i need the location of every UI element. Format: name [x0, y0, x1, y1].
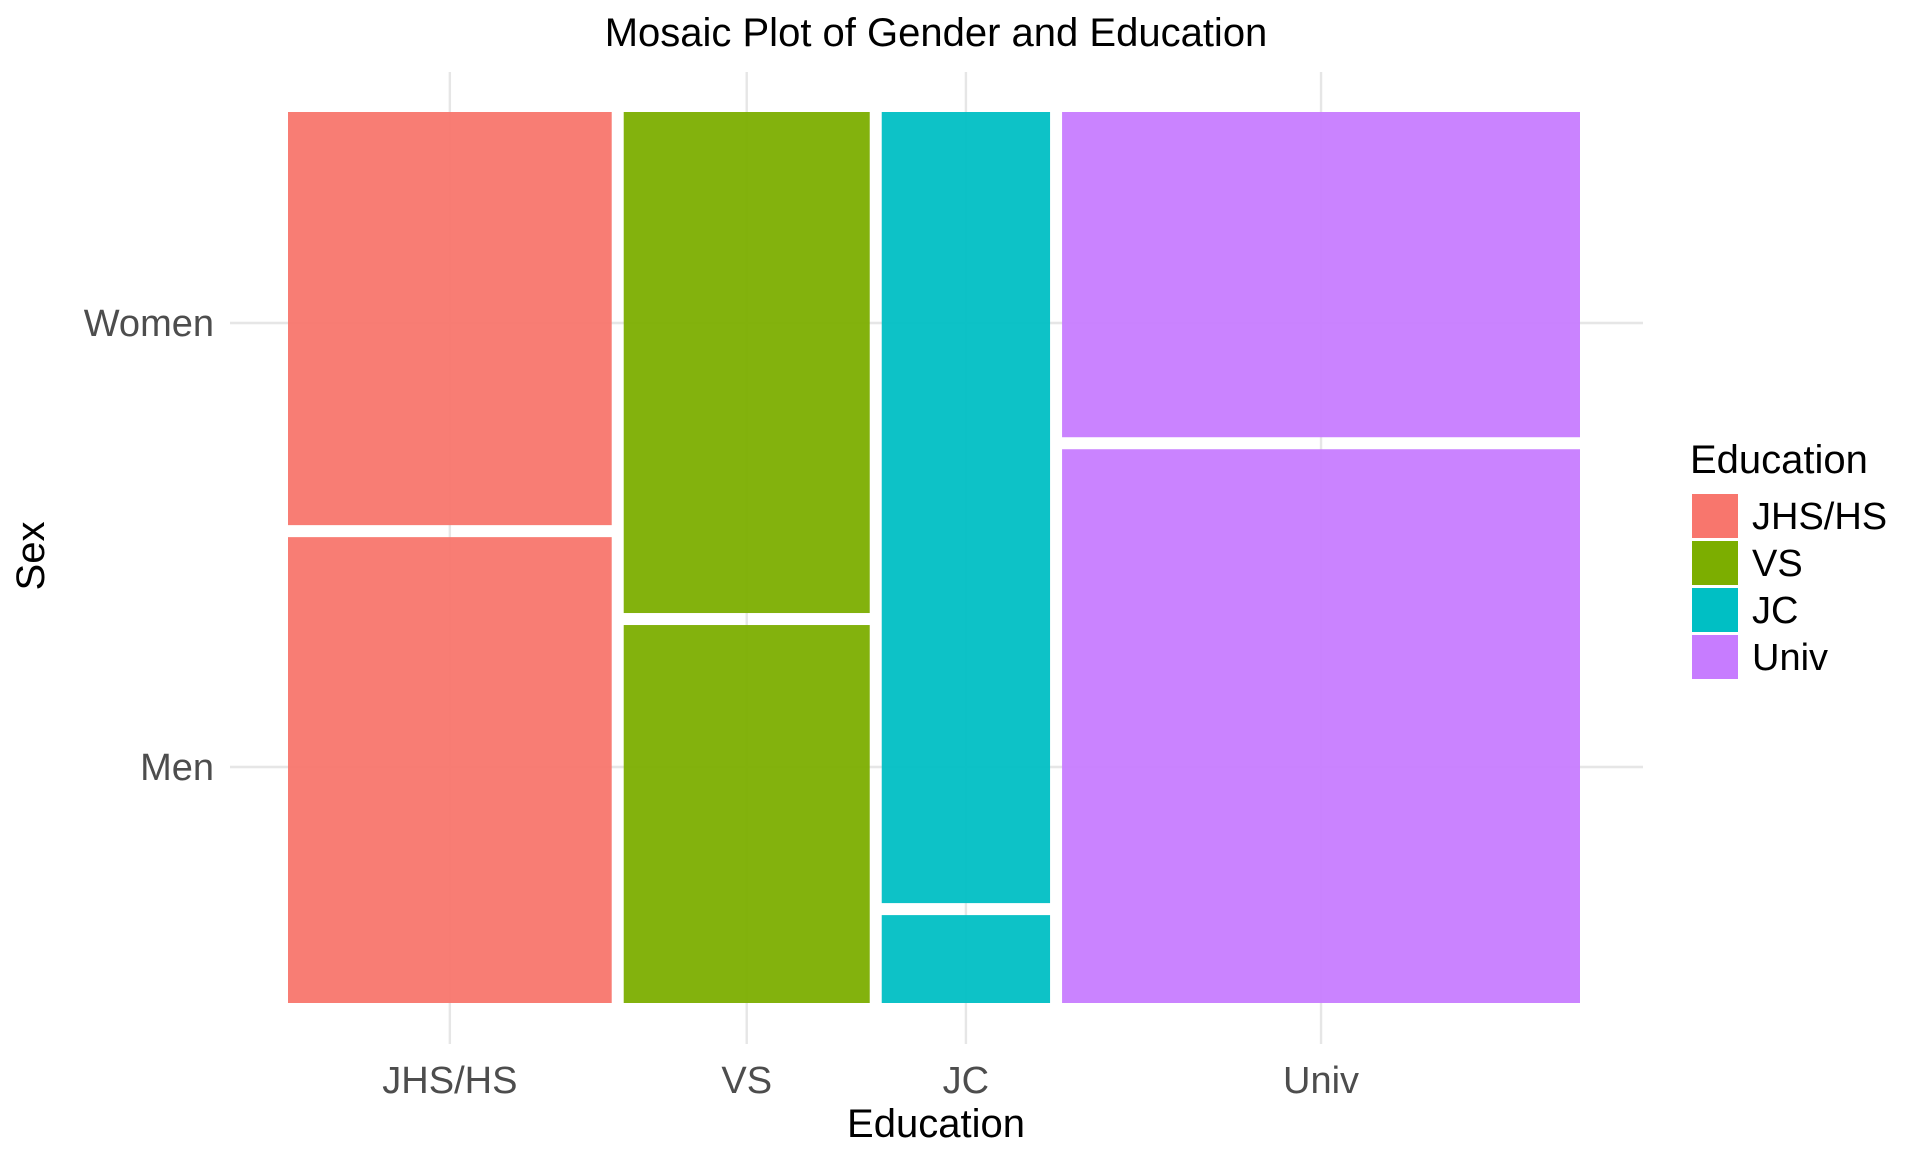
mosaic-tiles	[288, 112, 1580, 1004]
x-axis-title: Education	[847, 1102, 1025, 1146]
legend-label: VS	[1752, 543, 1803, 585]
tile-men-jc	[881, 915, 1051, 1003]
y-tick-label: Men	[140, 747, 214, 789]
legend-label: Univ	[1752, 637, 1828, 679]
tile-men-univ	[1062, 449, 1580, 1004]
legend: Education JHS/HS VS JC Univ	[1690, 438, 1887, 679]
legend-title: Education	[1690, 438, 1868, 482]
x-tick-label: JHS/HS	[382, 1060, 517, 1102]
y-tick-label: Women	[84, 303, 214, 345]
legend-swatch	[1692, 588, 1738, 632]
legend-label: JC	[1752, 590, 1798, 632]
tile-men-vs	[623, 625, 870, 1003]
legend-swatch	[1692, 635, 1738, 679]
tile-women-vs	[623, 112, 870, 614]
y-axis-title: Sex	[9, 522, 53, 591]
x-tick-label: Univ	[1283, 1060, 1359, 1102]
chart-title: Mosaic Plot of Gender and Education	[605, 11, 1268, 55]
legend-swatch	[1692, 494, 1738, 538]
tile-women-jc	[881, 112, 1051, 904]
x-tick-label: VS	[721, 1060, 772, 1102]
x-tick-label: JC	[943, 1060, 989, 1102]
tile-women-jhshs	[288, 112, 612, 526]
tile-men-jhshs	[288, 537, 612, 1003]
x-tick-labels: JHS/HS VS JC Univ	[382, 1060, 1359, 1102]
legend-swatch	[1692, 541, 1738, 585]
tile-women-univ	[1062, 112, 1580, 438]
legend-label: JHS/HS	[1752, 496, 1887, 538]
y-tick-labels: Women Men	[84, 303, 214, 789]
